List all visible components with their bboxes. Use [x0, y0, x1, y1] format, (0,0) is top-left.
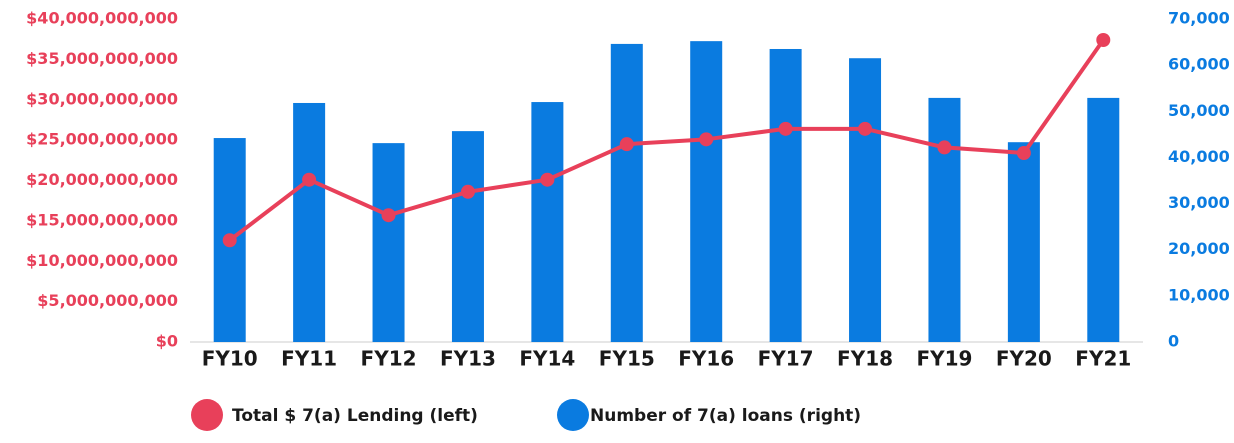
y2-tick-label: 50,000: [1168, 101, 1230, 120]
legend-swatch: [191, 399, 223, 431]
y-tick-label: $20,000,000,000: [26, 170, 178, 189]
x-tick-label: FY13: [440, 347, 496, 371]
bar: [769, 48, 802, 342]
legend-swatch: [557, 399, 589, 431]
legend-label: Total $ 7(a) Lending (left): [232, 406, 478, 426]
y-tick-label: $30,000,000,000: [26, 89, 178, 108]
line-point: [1096, 32, 1111, 47]
bar: [293, 102, 326, 342]
line-point: [540, 172, 555, 187]
y2-tick-label: 30,000: [1168, 193, 1230, 212]
x-tick-label: FY20: [996, 347, 1052, 371]
y-tick-label: $35,000,000,000: [26, 49, 178, 68]
bar: [531, 102, 564, 342]
line-point: [460, 184, 475, 199]
line-point: [1016, 146, 1031, 161]
y-tick-label: $5,000,000,000: [37, 291, 178, 310]
y2-tick-label: 10,000: [1168, 285, 1230, 304]
x-tick-label: FY17: [758, 347, 814, 371]
line-point: [222, 233, 237, 248]
bar: [849, 58, 882, 342]
line-point: [778, 121, 793, 136]
line-point: [937, 140, 952, 155]
bar: [451, 131, 484, 342]
x-tick-label: FY12: [361, 347, 417, 371]
x-tick-label: FY18: [837, 347, 893, 371]
legend-label: Number of 7(a) loans (right): [590, 406, 861, 426]
line-point: [858, 121, 873, 136]
bar: [690, 41, 723, 343]
y2-tick-label: 70,000: [1168, 9, 1230, 28]
bar: [610, 43, 643, 342]
bar: [928, 97, 961, 342]
y-tick-label: $0: [156, 332, 178, 351]
line-point: [381, 208, 396, 223]
y-tick-label: $15,000,000,000: [26, 210, 178, 229]
x-tick-label: FY14: [519, 347, 575, 371]
x-tick-label: FY15: [599, 347, 655, 371]
line: [228, 38, 1105, 242]
bar: [1087, 97, 1120, 342]
x-tick-label: FY19: [916, 347, 972, 371]
y2-tick-label: 20,000: [1168, 239, 1230, 258]
y-tick-label: $10,000,000,000: [26, 251, 178, 270]
x-tick-label: FY16: [678, 347, 734, 371]
x-tick-label: FY21: [1075, 347, 1131, 371]
y2-tick-label: 40,000: [1168, 147, 1230, 166]
x-tick-label: FY10: [202, 347, 258, 371]
line-point: [619, 137, 634, 152]
bar: [1007, 142, 1040, 342]
y-tick-label: $25,000,000,000: [26, 130, 178, 149]
y2-tick-label: 0: [1168, 332, 1179, 351]
x-tick-label: FY11: [281, 347, 337, 371]
line-point: [302, 172, 317, 187]
bar: [372, 143, 405, 342]
y2-tick-label: 60,000: [1168, 55, 1230, 74]
y-tick-label: $40,000,000,000: [26, 9, 178, 28]
line-point: [699, 132, 714, 147]
